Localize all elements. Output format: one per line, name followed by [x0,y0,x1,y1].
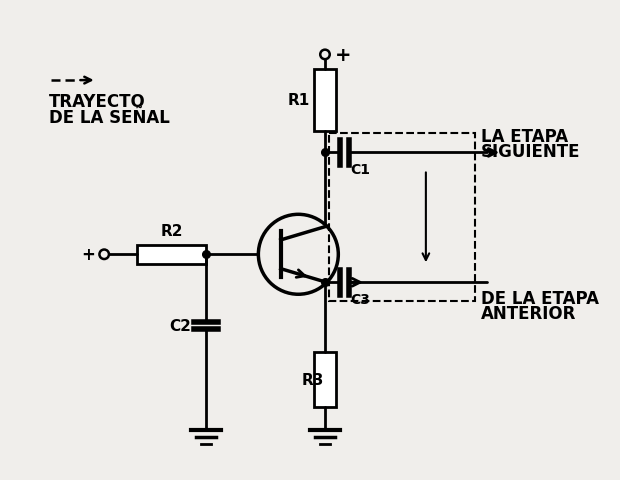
Text: C3: C3 [351,293,371,307]
Text: +: + [335,46,351,65]
Text: ANTERIOR: ANTERIOR [481,305,577,323]
Text: R1: R1 [288,93,310,108]
Text: LA ETAPA: LA ETAPA [481,128,568,146]
Bar [329,133,476,301]
Bar [138,245,206,264]
Text: R3: R3 [302,373,324,388]
Text: C2: C2 [169,319,191,334]
Bar [314,352,337,407]
Text: DE LA ETAPA: DE LA ETAPA [481,290,599,308]
Bar [314,69,337,131]
Text: DE LA SEÑAL: DE LA SEÑAL [49,108,170,127]
Text: +: + [81,246,95,264]
Text: R2: R2 [161,224,183,239]
Text: TRAYECTO: TRAYECTO [49,94,146,111]
Text: C1: C1 [351,163,371,177]
Text: SIGUIENTE: SIGUIENTE [481,143,580,161]
